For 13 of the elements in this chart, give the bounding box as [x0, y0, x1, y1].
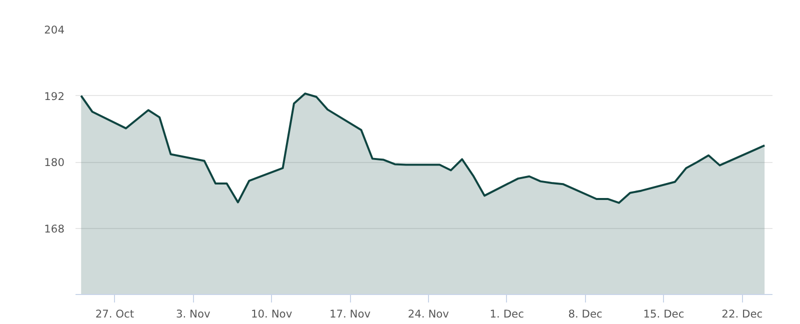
- x-tick-label: 27. Oct: [95, 308, 134, 320]
- y-tick-label: 180: [44, 156, 65, 169]
- x-tick-label: 1. Dec: [490, 308, 524, 320]
- x-tick-label: 17. Nov: [329, 308, 371, 320]
- x-tick-label: 24. Nov: [408, 308, 450, 320]
- x-tick-label: 8. Dec: [568, 308, 603, 320]
- y-tick-label: 192: [44, 90, 65, 103]
- y-tick-label: 168: [44, 222, 65, 236]
- y-tick-label: 204: [44, 24, 65, 36]
- x-tick-label: 22. Dec: [722, 308, 763, 320]
- x-tick-label: 10. Nov: [251, 308, 292, 320]
- x-tick-label: 15. Dec: [643, 308, 684, 320]
- x-tick-label: 3. Nov: [176, 308, 210, 320]
